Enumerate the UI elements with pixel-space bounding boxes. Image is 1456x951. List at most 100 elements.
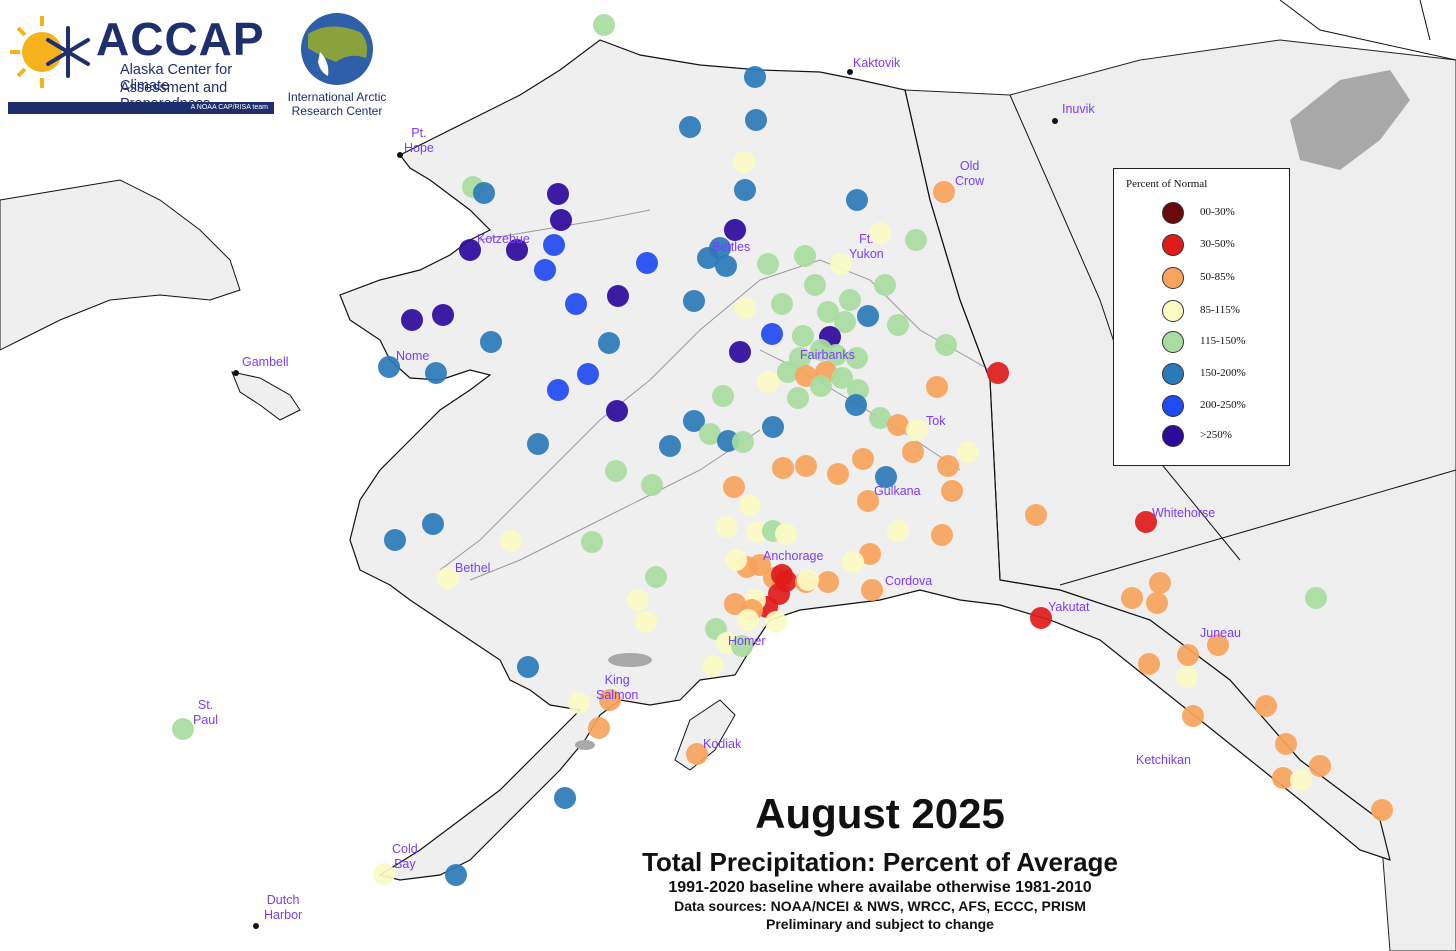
station-marker	[734, 179, 756, 201]
station-marker	[517, 656, 539, 678]
place-label: Dutch Harbor	[264, 893, 303, 922]
station-marker	[937, 455, 959, 477]
station-marker	[875, 466, 897, 488]
station-marker	[749, 554, 771, 576]
lake	[575, 740, 595, 750]
lake-iliamna	[608, 653, 652, 667]
station-marker	[746, 521, 768, 543]
place-label: Juneau	[1200, 626, 1242, 640]
station-marker	[715, 255, 737, 277]
station-marker	[761, 323, 783, 345]
station-marker	[757, 253, 779, 275]
station-marker	[834, 311, 856, 333]
station-marker	[825, 344, 847, 366]
station-marker	[842, 551, 864, 573]
station-marker	[902, 441, 924, 463]
station-marker	[744, 66, 766, 88]
place-label: Yakutat	[1048, 600, 1090, 614]
legend: Percent of Normal 00-30% 30-50% 50-85% 85-1…	[1113, 168, 1290, 466]
station-marker	[729, 341, 751, 363]
station-marker	[1146, 592, 1168, 614]
station-marker	[857, 490, 879, 512]
city-marker	[233, 370, 239, 376]
station-marker	[1207, 634, 1229, 656]
place-label: Kotzebue	[477, 232, 530, 246]
legend-label: 150-200%	[1200, 367, 1246, 379]
station-marker	[422, 513, 444, 535]
station-marker	[577, 363, 599, 385]
place-label: Fairbanks	[800, 348, 855, 362]
chukotka	[0, 179, 241, 351]
station-marker	[733, 151, 755, 173]
station-marker	[745, 109, 767, 131]
station-marker	[702, 655, 724, 677]
station-marker	[1121, 587, 1143, 609]
legend-label: 85-115%	[1200, 304, 1240, 316]
station-marker	[1305, 587, 1327, 609]
station-marker	[699, 423, 721, 445]
station-marker	[373, 863, 395, 885]
legend-swatch	[1162, 300, 1184, 322]
station-marker	[724, 593, 746, 615]
place-label: Kodiak	[703, 737, 742, 751]
station-marker	[762, 416, 784, 438]
station-marker	[1138, 653, 1160, 675]
station-marker	[852, 448, 874, 470]
station-marker	[607, 285, 629, 307]
place-label: Homer	[728, 634, 766, 648]
station-marker	[724, 219, 746, 241]
station-marker	[987, 362, 1009, 384]
station-marker	[599, 689, 621, 711]
station-marker	[1272, 767, 1294, 789]
station-marker	[887, 414, 909, 436]
station-marker	[1025, 504, 1047, 526]
place-label: Ft. Yukon	[849, 232, 884, 261]
station-marker	[1275, 733, 1297, 755]
station-marker	[757, 371, 779, 393]
legend-swatch	[1162, 331, 1184, 353]
border-line	[904, 89, 1061, 591]
station-marker	[1182, 705, 1204, 727]
station-marker	[627, 589, 649, 611]
station-marker	[172, 718, 194, 740]
place-label: Nome	[396, 349, 430, 363]
station-marker	[845, 394, 867, 416]
station-marker	[568, 692, 590, 714]
map-subtitle: Total Precipitation: Percent of Average	[642, 847, 1118, 877]
station-marker	[777, 361, 799, 383]
station-marker	[734, 297, 756, 319]
place-label: Tok	[926, 414, 946, 428]
station-marker	[941, 480, 963, 502]
station-marker	[830, 253, 852, 275]
station-marker	[933, 181, 955, 203]
city-marker	[847, 69, 853, 75]
logo-line1: Alaska Center for Climate	[120, 62, 233, 94]
station-marker	[795, 455, 817, 477]
station-marker	[732, 431, 754, 453]
station-marker	[425, 362, 447, 384]
station-marker	[839, 289, 861, 311]
legend-label: 00-30%	[1200, 206, 1235, 218]
legend-label: 115-150%	[1200, 335, 1246, 347]
station-marker	[550, 209, 572, 231]
station-marker	[506, 239, 528, 261]
station-marker	[792, 325, 814, 347]
station-marker	[1371, 799, 1393, 821]
place-label: Bettles	[712, 240, 751, 254]
iarc-name: International Arctic Research Center	[287, 90, 387, 118]
great-bear-lake	[1290, 70, 1410, 170]
station-marker	[797, 569, 819, 591]
place-label: Anchorage	[763, 549, 824, 563]
station-marker	[906, 419, 928, 441]
place-label: King Salmon	[596, 673, 639, 702]
station-marker	[857, 305, 879, 327]
station-marker	[817, 301, 839, 323]
station-marker	[1290, 769, 1312, 791]
station-marker	[1149, 572, 1171, 594]
place-label: Cold Bay	[392, 842, 418, 871]
station-marker	[683, 290, 705, 312]
legend-label: 30-50%	[1200, 238, 1235, 250]
station-marker	[775, 570, 797, 592]
station-marker	[905, 229, 927, 251]
sun-snowflake-icon	[10, 16, 90, 88]
